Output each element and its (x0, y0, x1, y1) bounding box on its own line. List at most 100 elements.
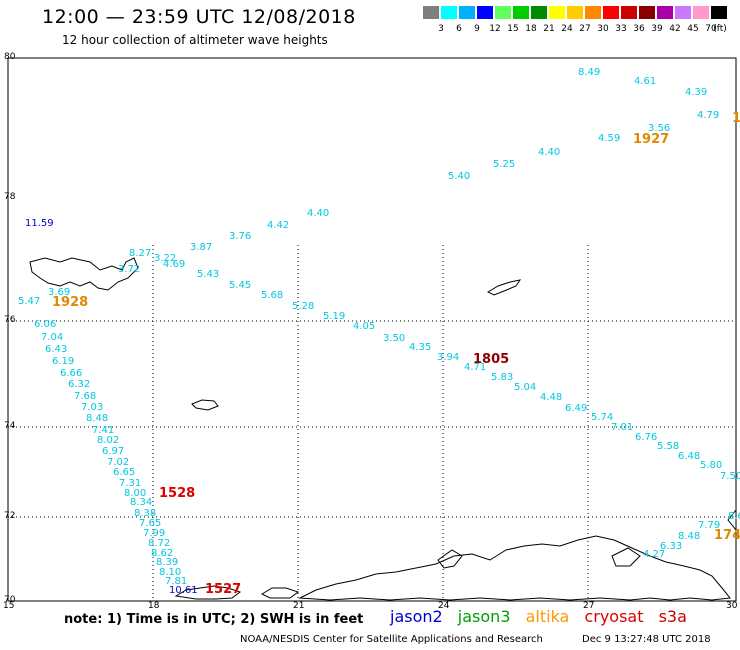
wave-height-label: 7.02 (107, 457, 129, 468)
wave-height-label: 8.34 (130, 497, 152, 508)
wave-height-label: 5.80 (700, 460, 722, 471)
wave-height-label: 4.05 (353, 321, 375, 332)
wave-height-label: 7.50 (720, 471, 740, 482)
lat-label: 74 (4, 421, 16, 431)
wave-height-label: 7.41 (92, 425, 114, 436)
legend-swatch (459, 6, 475, 19)
legend-swatch (603, 6, 619, 19)
coastline (727, 508, 737, 532)
legend-swatch (423, 6, 439, 19)
lon-label: 24 (438, 601, 450, 611)
lat-label: 72 (4, 511, 16, 521)
lat-label: 76 (4, 315, 16, 325)
legend-bin-label: 24 (561, 24, 573, 34)
wave-height-label: 7.79 (698, 520, 720, 531)
lat-label: 78 (4, 192, 16, 202)
coastline (298, 535, 731, 601)
wave-height-label: 6.65 (113, 467, 135, 478)
coastline (174, 585, 242, 600)
wave-height-label: 8.10 (159, 567, 181, 578)
legend-bin-label: 36 (633, 24, 645, 34)
wave-height-label: 3.69 (48, 287, 70, 298)
coastline (611, 547, 641, 567)
legend-bin-label: 30 (597, 24, 609, 34)
wave-height-label: 4.71 (464, 362, 486, 373)
legend-bin-label: 6 (456, 24, 462, 34)
wave-height-label: 5.74 (591, 412, 613, 423)
wave-height-label: 6.06 (34, 319, 56, 330)
pass-time-label: 1 (732, 111, 740, 126)
wave-height-label: 4.48 (540, 392, 562, 403)
sat-jason2: jason2 (390, 607, 443, 626)
wave-height-label: 4.40 (538, 147, 560, 158)
footer-note: note: 1) Time is in UTC; 2) SWH is in fe… (64, 612, 364, 627)
legend-bin-label: 39 (651, 24, 663, 34)
coastline (437, 549, 463, 569)
wave-height-label: 7.01 (611, 422, 633, 433)
wave-height-label: 8.38 (134, 508, 156, 519)
wave-height-label: 5.40 (448, 171, 470, 182)
wave-height-label: 6.48 (678, 451, 700, 462)
legend-swatch (621, 6, 637, 19)
wave-height-label: 7.65 (139, 518, 161, 529)
generated-timestamp: Dec 9 13:27:48 UTC 2018 (582, 634, 711, 645)
coastline (29, 257, 139, 291)
legend-swatch (531, 6, 547, 19)
legend-swatch (711, 6, 727, 19)
lat-label: 80 (4, 52, 16, 62)
wave-height-label: 3.94 (437, 352, 459, 363)
wave-height-label: 8.72 (148, 538, 170, 549)
wave-height-label: 6.43 (45, 344, 67, 355)
legend-bin-label: 70 (705, 24, 717, 34)
wave-height-label: 8.61 (728, 511, 740, 522)
legend-bin-label: 33 (615, 24, 627, 34)
wave-height-label: 5.25 (493, 159, 515, 170)
legend-unit: (ft) (713, 24, 727, 34)
wave-height-label: 3.76 (229, 231, 251, 242)
lon-label: 21 (293, 601, 305, 611)
wave-height-label: 3.72 (118, 264, 140, 275)
wave-height-label: 8.48 (86, 413, 108, 424)
map-subtitle: 12 hour collection of altimeter wave hei… (62, 33, 328, 47)
coastlines (29, 257, 737, 601)
satellite-key: jason2 jason3 altika cryosat s3a (390, 607, 697, 626)
wave-height-label: 7.31 (119, 478, 141, 489)
legend-bin-label: 15 (507, 24, 519, 34)
legend-bin-label: 9 (474, 24, 480, 34)
map-frame (7, 57, 737, 602)
pass-time-label: 1527 (205, 582, 241, 597)
pass-time-label: 174 (714, 528, 740, 543)
wave-height-label: 10.61 (169, 585, 198, 596)
lon-label: 18 (148, 601, 160, 611)
legend-swatch (585, 6, 601, 19)
wave-height-label: 8.39 (156, 557, 178, 568)
wave-height-label: 7.99 (143, 528, 165, 539)
lon-label: 27 (583, 601, 595, 611)
wave-height-label: 5.47 (18, 296, 40, 307)
legend-swatch (441, 6, 457, 19)
wave-height-label: 11.59 (25, 218, 54, 229)
coastline (191, 399, 219, 411)
wave-height-label: 5.68 (261, 290, 283, 301)
map-title: 12:00 — 23:59 UTC 12/08/2018 (42, 6, 356, 28)
wave-height-label: 4.69 (163, 259, 185, 270)
legend-swatch (693, 6, 709, 19)
pass-time-label: 1928 (52, 295, 88, 310)
wave-height-label: 4.59 (598, 133, 620, 144)
wave-height-label: 7.81 (165, 576, 187, 587)
legend-swatch (549, 6, 565, 19)
pass-time-labels: 1927 1928 1805 1528 1527 174 1 (52, 111, 740, 597)
wave-height-label: 6.49 (565, 403, 587, 414)
wave-height-label: 8.62 (151, 548, 173, 559)
wave-height-label: 8.48 (678, 531, 700, 542)
legend-bin-label: 12 (489, 24, 501, 34)
wave-height-label: 4.40 (307, 208, 329, 219)
wave-height-label: 3.22 (154, 253, 176, 264)
wave-height-label: 6.19 (52, 356, 74, 367)
legend-bin-label: 21 (543, 24, 555, 34)
legend-bin-label: 45 (687, 24, 699, 34)
wave-height-label: 8.49 (578, 67, 600, 78)
lat-lon-grid (8, 245, 736, 601)
legend-swatch (567, 6, 583, 19)
